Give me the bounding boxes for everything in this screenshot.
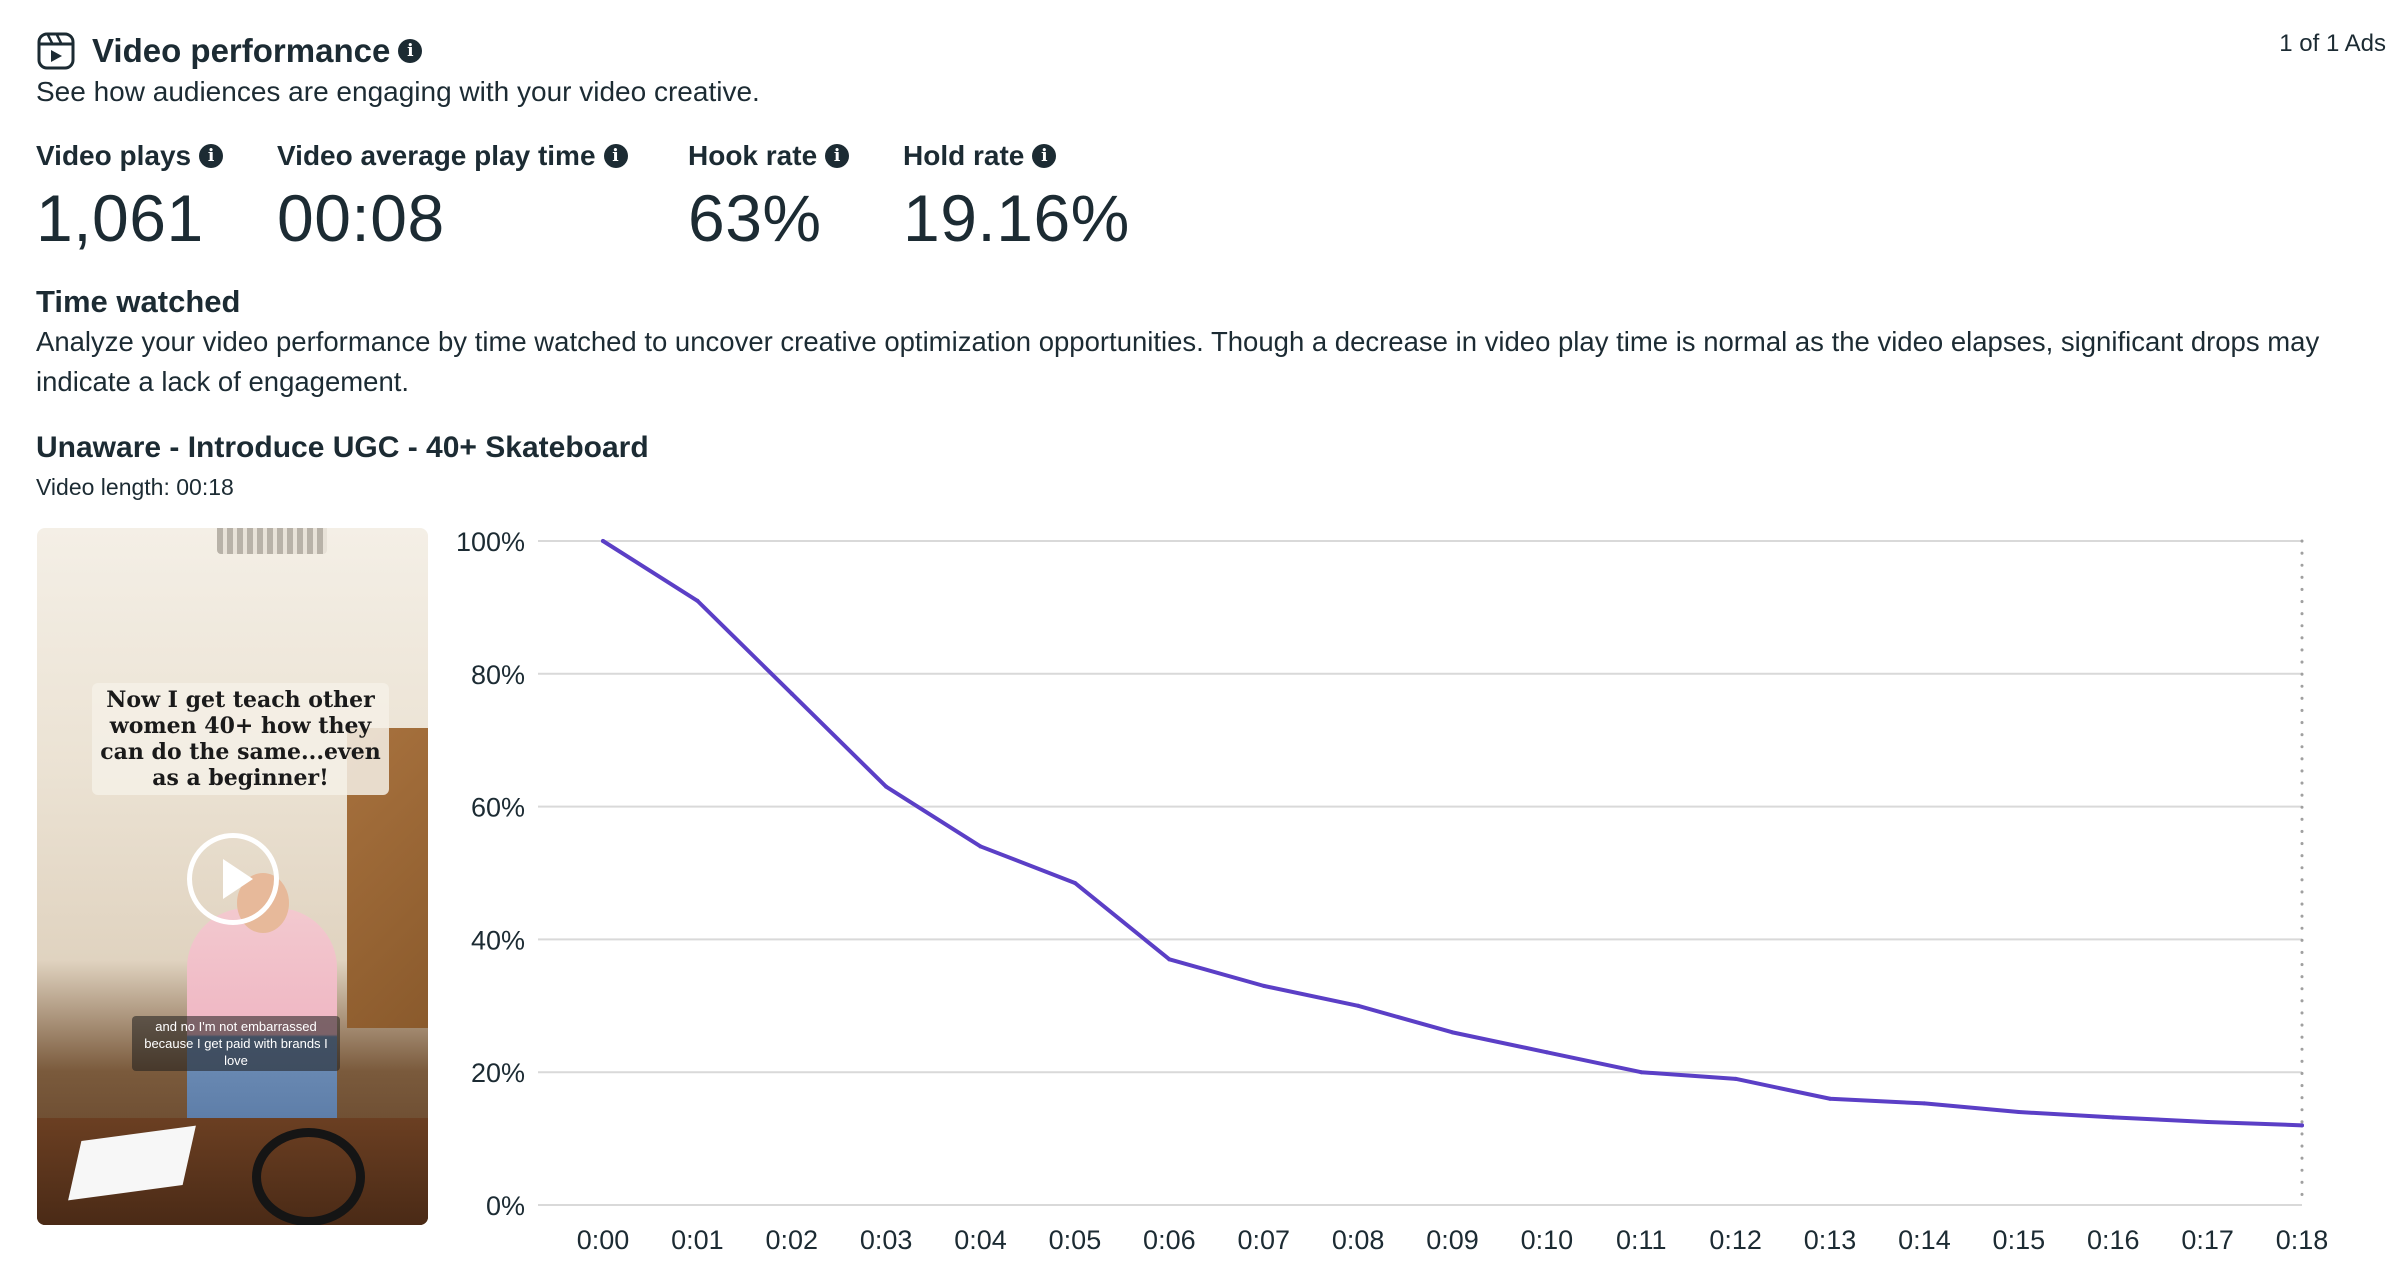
thumbnail-overlay-text: Now I get teach other women 40+ how they… bbox=[92, 683, 389, 795]
video-thumbnail[interactable]: Now I get teach other women 40+ how they… bbox=[37, 528, 428, 1225]
data-point bbox=[1261, 983, 1266, 988]
series-line bbox=[601, 539, 2304, 1128]
y-tick-label: 0% bbox=[486, 1191, 525, 1221]
metric-label: Hold rate bbox=[903, 140, 1025, 171]
thumbnail-caption: and no I'm not embarrassed because I get… bbox=[132, 1016, 340, 1071]
data-point bbox=[1544, 1050, 1549, 1055]
metric-value: 19.16% bbox=[903, 181, 1130, 255]
data-point bbox=[2016, 1110, 2021, 1115]
info-icon[interactable]: i bbox=[603, 144, 628, 168]
series-lines bbox=[601, 539, 2304, 1128]
metric-label: Video plays bbox=[36, 140, 192, 171]
data-points bbox=[601, 539, 2304, 1128]
x-tick-label: 0:00 bbox=[577, 1225, 630, 1255]
metric-hold-rate: Hold rate i 19.16% bbox=[903, 138, 1130, 258]
x-tick-label: 0:16 bbox=[2087, 1225, 2140, 1255]
y-tick-label: 60% bbox=[471, 793, 525, 823]
data-point bbox=[1639, 1070, 1644, 1075]
x-tick-label: 0:07 bbox=[1237, 1225, 1290, 1255]
x-tick-label: 0:04 bbox=[954, 1225, 1007, 1255]
ring-light bbox=[252, 1128, 365, 1225]
page-subtitle: See how audiences are engaging with your… bbox=[36, 76, 760, 107]
metric-value: 1,061 bbox=[36, 181, 204, 255]
video-length: Video length: 00:18 bbox=[36, 474, 234, 500]
data-point bbox=[695, 598, 700, 603]
page-title-text: Video performance bbox=[92, 32, 391, 69]
x-tick-label: 0:10 bbox=[1521, 1225, 1574, 1255]
y-tick-label: 20% bbox=[471, 1058, 525, 1088]
metric-hook-rate: Hook rate i 63% bbox=[688, 138, 850, 258]
y-tick-label: 40% bbox=[471, 925, 525, 955]
data-point bbox=[2205, 1120, 2210, 1124]
info-icon[interactable]: i bbox=[825, 144, 850, 168]
data-point bbox=[1922, 1101, 1927, 1106]
grid-lines bbox=[538, 540, 2302, 1206]
time-watched-description: Analyze your video performance by time w… bbox=[36, 326, 2320, 397]
reels-video-icon bbox=[37, 32, 75, 70]
metric-value: 00:08 bbox=[277, 181, 445, 255]
data-point bbox=[884, 784, 889, 789]
data-point bbox=[1167, 957, 1172, 962]
x-tick-label: 0:01 bbox=[671, 1225, 724, 1255]
x-axis-labels: 0:00 0:01 0:02 0:03 0:04 0:05 0:06 0:07 0:08 0:09… bbox=[577, 1225, 2329, 1255]
x-tick-label: 0:05 bbox=[1049, 1225, 1102, 1255]
ad-count: 1 of 1 Ads bbox=[2279, 30, 2386, 57]
x-tick-label: 0:11 bbox=[1616, 1225, 1667, 1255]
x-tick-label: 0:18 bbox=[2276, 1225, 2329, 1255]
play-circle-icon[interactable] bbox=[187, 833, 279, 925]
data-point bbox=[601, 539, 605, 543]
info-icon[interactable]: i bbox=[199, 144, 224, 168]
data-point bbox=[1356, 1003, 1361, 1008]
x-tick-label: 0:13 bbox=[1804, 1225, 1857, 1255]
x-tick-label: 0:03 bbox=[860, 1225, 913, 1255]
x-tick-label: 0:09 bbox=[1426, 1225, 1479, 1255]
time-watched-title: Time watched bbox=[36, 284, 241, 319]
y-axis-labels: 0% 20% 40% 60% 80% 100% bbox=[456, 527, 525, 1221]
ceiling-vent bbox=[217, 528, 327, 554]
metric-average-play-time: Video average play time i 00:08 bbox=[277, 138, 628, 258]
x-tick-label: 0:02 bbox=[765, 1225, 818, 1255]
y-tick-label: 100% bbox=[456, 527, 525, 557]
x-tick-label: 0:14 bbox=[1898, 1225, 1951, 1255]
page-title: Video performance i bbox=[92, 30, 423, 72]
x-tick-label: 0:12 bbox=[1709, 1225, 1762, 1255]
x-tick-label: 0:06 bbox=[1143, 1225, 1196, 1255]
data-point bbox=[1828, 1096, 1833, 1101]
ad-name: Unaware - Introduce UGC - 40+ Skateboard bbox=[36, 431, 649, 464]
y-tick-label: 80% bbox=[471, 660, 525, 690]
data-point bbox=[2300, 1123, 2304, 1128]
metric-label: Video average play time bbox=[277, 140, 596, 171]
x-tick-label: 0:15 bbox=[1993, 1225, 2046, 1255]
x-tick-label: 0:08 bbox=[1332, 1225, 1385, 1255]
info-icon[interactable]: i bbox=[398, 39, 423, 63]
info-icon[interactable]: i bbox=[1032, 144, 1057, 168]
data-point bbox=[2111, 1115, 2116, 1120]
metric-value: 63% bbox=[688, 181, 822, 255]
data-point bbox=[978, 844, 983, 849]
data-point bbox=[1733, 1076, 1738, 1081]
x-tick-label: 0:17 bbox=[2181, 1225, 2234, 1255]
data-point bbox=[1450, 1030, 1455, 1035]
data-point bbox=[1072, 880, 1077, 885]
metric-video-plays: Video plays i 1,061 bbox=[36, 138, 224, 258]
data-point bbox=[789, 691, 794, 696]
metric-label: Hook rate bbox=[688, 140, 818, 171]
